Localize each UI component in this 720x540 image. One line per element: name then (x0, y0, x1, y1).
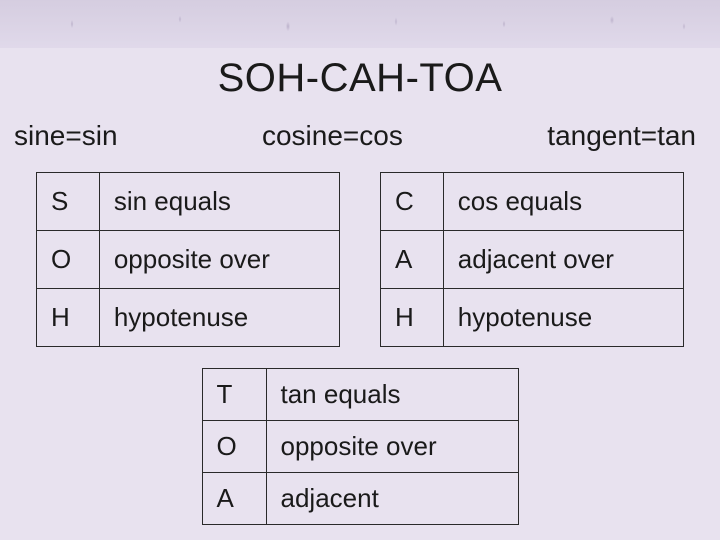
tables-row: S sin equals O opposite over H hypotenus… (36, 172, 684, 347)
cell-letter: S (37, 173, 100, 231)
table-row: O opposite over (202, 421, 518, 473)
soh-table: S sin equals O opposite over H hypotenus… (36, 172, 340, 347)
cell-letter: C (381, 173, 444, 231)
cell-desc: adjacent over (443, 231, 683, 289)
cell-letter: O (202, 421, 266, 473)
cell-desc: adjacent (266, 473, 518, 525)
cell-letter: H (381, 289, 444, 347)
toa-table: T tan equals O opposite over A adjacent (202, 368, 519, 525)
table-row: O opposite over (37, 231, 340, 289)
subhead-cosine: cosine=cos (262, 120, 403, 152)
cell-desc: cos equals (443, 173, 683, 231)
subhead-tangent: tangent=tan (547, 120, 696, 152)
slide-top-texture (0, 0, 720, 48)
cell-desc: opposite over (99, 231, 339, 289)
cell-desc: sin equals (99, 173, 339, 231)
cah-table: C cos equals A adjacent over H hypotenus… (380, 172, 684, 347)
table-row: A adjacent over (381, 231, 684, 289)
cell-desc: opposite over (266, 421, 518, 473)
cell-desc: hypotenuse (99, 289, 339, 347)
cell-letter: A (381, 231, 444, 289)
page-title: SOH-CAH-TOA (0, 56, 720, 101)
table-row: S sin equals (37, 173, 340, 231)
cell-letter: H (37, 289, 100, 347)
subhead-sine: sine=sin (14, 120, 118, 152)
cell-letter: O (37, 231, 100, 289)
table-row: T tan equals (202, 369, 518, 421)
table-row: H hypotenuse (381, 289, 684, 347)
cell-desc: tan equals (266, 369, 518, 421)
table-row: A adjacent (202, 473, 518, 525)
cell-letter: A (202, 473, 266, 525)
cell-desc: hypotenuse (443, 289, 683, 347)
cell-letter: T (202, 369, 266, 421)
table-row: H hypotenuse (37, 289, 340, 347)
bottom-table-wrap: T tan equals O opposite over A adjacent (0, 368, 720, 525)
table-row: C cos equals (381, 173, 684, 231)
subhead-row: sine=sin cosine=cos tangent=tan (0, 120, 720, 152)
